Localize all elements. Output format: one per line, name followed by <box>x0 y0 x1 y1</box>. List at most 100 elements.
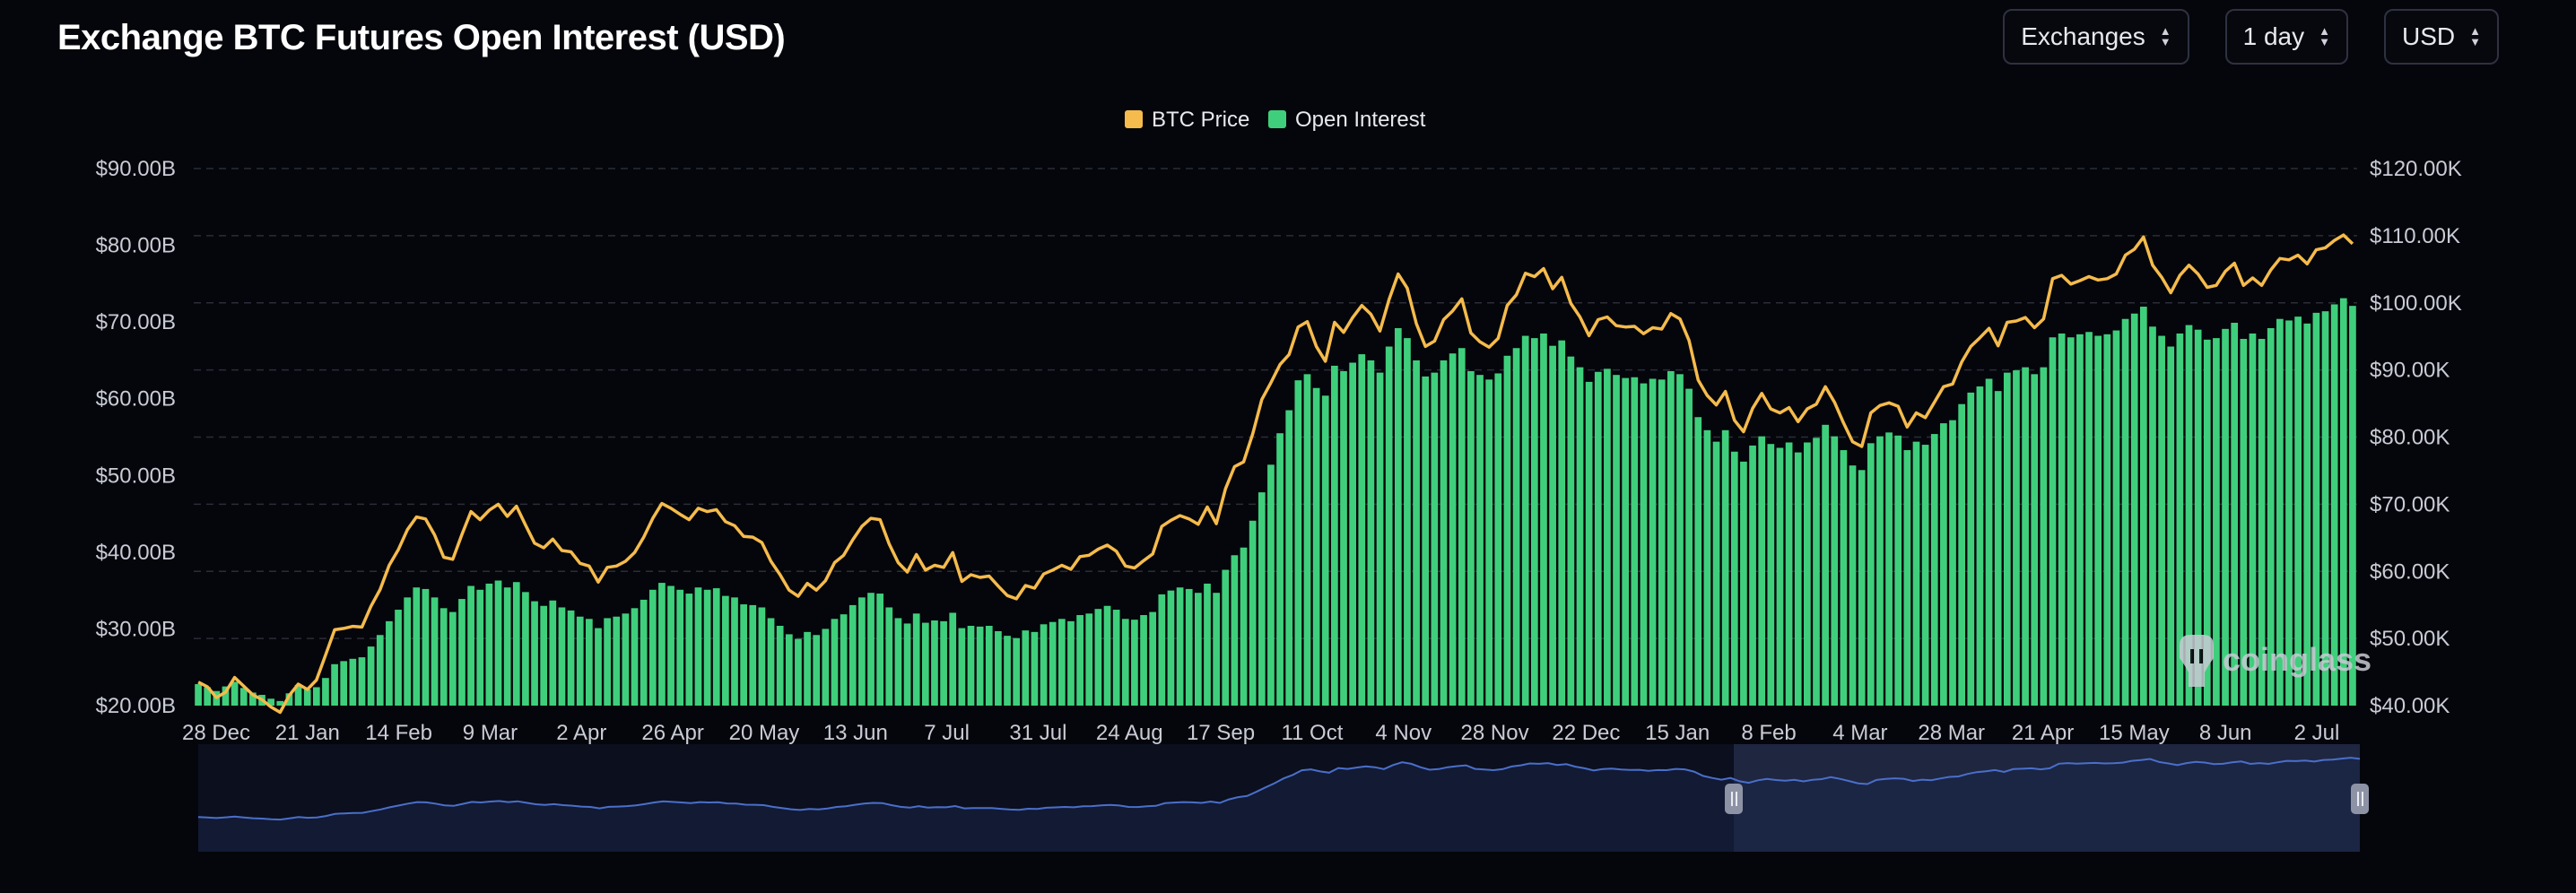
open-interest-bar <box>1494 373 1502 706</box>
legend-item-btc-price[interactable]: BTC Price <box>1125 108 1249 132</box>
open-interest-bar <box>1440 360 1448 706</box>
legend-swatch-open-interest <box>1268 110 1286 128</box>
right-y-tick-label: $90.00K <box>2370 359 2450 383</box>
open-interest-bar <box>1567 356 1575 706</box>
left-y-tick-label: $20.00B <box>96 694 176 718</box>
open-interest-bar <box>331 663 338 706</box>
chart-legend: BTC Price Open Interest <box>1125 108 1426 132</box>
open-interest-bar <box>1703 429 1711 706</box>
open-interest-bar <box>921 622 929 706</box>
open-interest-bar <box>2176 333 2184 706</box>
open-interest-bar <box>1085 613 1093 706</box>
up-down-chevron-icon: ▲ ▼ <box>2469 24 2481 48</box>
open-interest-bar <box>2040 367 2048 706</box>
open-interest-bar <box>1185 588 1193 706</box>
open-interest-bar <box>1131 620 1138 706</box>
open-interest-bar <box>1431 372 1439 706</box>
currency-select[interactable]: USD ▲ ▼ <box>2384 9 2499 65</box>
navigator-line <box>197 757 2361 821</box>
left-y-tick-label: $30.00B <box>96 617 176 641</box>
x-tick-label: 31 Jul <box>1009 721 1066 745</box>
x-tick-label: 28 Dec <box>182 721 250 745</box>
open-interest-bar <box>976 626 984 706</box>
open-interest-bar <box>1912 441 1920 706</box>
open-interest-bar <box>595 628 602 706</box>
open-interest-bar <box>485 583 493 706</box>
open-interest-bar <box>2267 327 2275 706</box>
open-interest-bar <box>395 610 402 706</box>
open-interest-bar <box>239 688 248 706</box>
open-interest-bar <box>631 608 639 706</box>
open-interest-bar <box>1449 353 1457 706</box>
open-interest-bar <box>712 588 720 706</box>
open-interest-bar <box>1749 445 1756 706</box>
open-interest-bar <box>1658 379 1666 706</box>
legend-label-open-interest: Open Interest <box>1295 108 1426 132</box>
right-y-tick-label: $50.00K <box>2370 627 2450 651</box>
open-interest-bar <box>1358 354 1366 706</box>
interval-select[interactable]: 1 day ▲ ▼ <box>2224 9 2348 65</box>
x-tick-label: 15 Jan <box>1645 721 1710 745</box>
open-interest-bar <box>1303 374 1311 706</box>
open-interest-bar <box>1976 386 1984 706</box>
right-y-tick-label: $60.00K <box>2370 559 2450 584</box>
open-interest-bar <box>522 592 529 706</box>
x-tick-label: 2 Apr <box>556 721 606 745</box>
open-interest-bar <box>540 605 548 706</box>
open-interest-bar <box>1894 435 1902 706</box>
open-interest-bar <box>940 620 947 706</box>
x-tick-label: 28 Nov <box>1461 721 1529 745</box>
open-interest-bar <box>467 585 474 706</box>
open-interest-bar <box>1167 590 1175 706</box>
open-interest-bar <box>749 604 757 706</box>
x-tick-label: 21 Apr <box>2012 721 2074 745</box>
range-navigator[interactable] <box>197 744 2369 852</box>
open-interest-bar <box>2085 332 2093 706</box>
open-interest-bar <box>1849 465 1857 706</box>
open-interest-bar <box>1721 429 1729 706</box>
open-interest-bar <box>604 618 611 706</box>
open-interest-bar <box>204 687 212 706</box>
open-interest-bar <box>2213 338 2220 706</box>
open-interest-bar <box>1930 434 1938 706</box>
open-interest-bar <box>1921 445 1929 706</box>
open-interest-bar <box>276 700 284 706</box>
open-interest-bar <box>885 607 893 706</box>
legend-item-open-interest[interactable]: Open Interest <box>1268 108 1426 132</box>
open-interest-bar <box>804 631 811 706</box>
open-interest-bar <box>795 638 802 706</box>
open-interest-bar <box>2285 320 2293 706</box>
x-tick-label: 7 Jul <box>924 721 970 745</box>
open-interest-bar <box>1667 370 1675 706</box>
open-interest-bar <box>1158 594 1166 706</box>
open-interest-bar <box>685 594 693 706</box>
open-interest-bar <box>249 692 257 706</box>
right-y-tick-label: $70.00K <box>2370 492 2450 516</box>
exchange-select[interactable]: Exchanges ▲ ▼ <box>2003 9 2189 65</box>
navigator-left-handle[interactable] <box>1725 784 1743 814</box>
open-interest-bar <box>2185 325 2193 706</box>
open-interest-bar <box>1103 605 1111 706</box>
up-down-chevron-icon: ▲ ▼ <box>2319 24 2330 48</box>
x-tick-label: 11 Oct <box>1281 721 1343 745</box>
open-interest-bar <box>1640 383 1648 706</box>
open-interest-bar <box>1694 417 1702 706</box>
exchange-select-label: Exchanges <box>2021 22 2145 50</box>
open-interest-bar <box>1485 379 1493 706</box>
open-interest-bar <box>1767 444 1775 706</box>
open-interest-bar <box>1121 619 1129 706</box>
open-interest-bar <box>1340 370 1347 706</box>
open-interest-bar <box>2294 316 2302 706</box>
open-interest-bar <box>1458 348 1466 706</box>
open-interest-bar <box>958 628 966 706</box>
open-interest-bar <box>195 684 202 706</box>
legend-swatch-btc-price <box>1125 110 1143 128</box>
navigator-right-handle[interactable] <box>2351 784 2369 814</box>
open-interest-bar <box>731 597 738 706</box>
open-interest-bar <box>404 597 412 706</box>
open-interest-bar <box>1404 338 1411 706</box>
legend-label-btc-price: BTC Price <box>1152 108 1249 132</box>
open-interest-bar <box>2067 337 2075 706</box>
open-interest-bar <box>903 623 911 706</box>
left-y-axis: $20.00B $30.00B $40.00B $50.00B $60.00B $70.0… <box>96 157 176 718</box>
